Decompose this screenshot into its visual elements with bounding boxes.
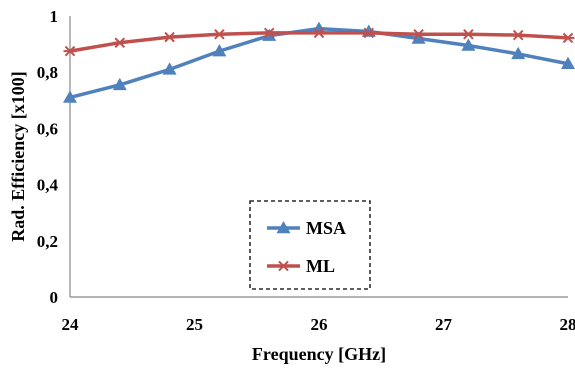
y-tick-label: 0,6 [37, 119, 58, 138]
x-axis-title: Frequency [GHz] [252, 344, 386, 364]
ml-point [561, 32, 575, 44]
msa-point [511, 46, 526, 60]
ml-point [212, 29, 226, 40]
x-tick-label: 28 [560, 315, 575, 334]
msa-point [411, 31, 426, 44]
legend-box [249, 200, 371, 290]
y-tick-label: 1 [50, 7, 59, 26]
legend-items: MSA ML [267, 218, 346, 276]
y-tick-labels: 0 0,2 0,4 0,6 0,8 1 [37, 7, 59, 307]
msa-point [112, 77, 127, 91]
ml-point [262, 27, 276, 39]
ml-point [113, 37, 127, 48]
x-tick-label: 26 [311, 315, 328, 334]
legend: MSA ML [249, 200, 371, 290]
series-layer [63, 21, 575, 103]
y-tick-label: 0,8 [37, 63, 58, 82]
x-tick-label: 25 [186, 315, 203, 334]
ml-point [312, 27, 326, 39]
legend-item-ml: ML [267, 256, 335, 276]
y-axis-title: Rad. Efficiency [x100] [8, 71, 28, 241]
x-tick-labels: 24 25 26 27 28 [62, 315, 575, 334]
ml-point [362, 27, 376, 39]
plot-axes [69, 16, 568, 298]
x-tick-label: 27 [435, 315, 453, 334]
legend-marker-ml [277, 260, 290, 272]
y-tick-label: 0,4 [37, 176, 59, 195]
ml-point [511, 29, 525, 41]
legend-marker-msa [276, 221, 291, 234]
y-tick-label: 0 [50, 288, 59, 307]
ml-point [461, 29, 475, 40]
legend-label-msa: MSA [306, 218, 346, 238]
msa-point [63, 90, 77, 103]
y-tick-label: 0,2 [37, 232, 58, 251]
legend-item-msa: MSA [267, 218, 346, 238]
msa-point [561, 56, 575, 70]
msa-point [212, 44, 227, 57]
legend-label-ml: ML [306, 256, 335, 276]
x-tick-label: 24 [62, 315, 80, 334]
msa-point [312, 21, 326, 34]
msa-point [162, 62, 177, 75]
series-ml [63, 27, 575, 57]
msa-point [461, 38, 476, 51]
ml-point [163, 31, 177, 43]
ml-point [63, 45, 77, 57]
msa-point [262, 28, 277, 41]
ml-point [412, 29, 426, 40]
series-msa [63, 21, 575, 103]
